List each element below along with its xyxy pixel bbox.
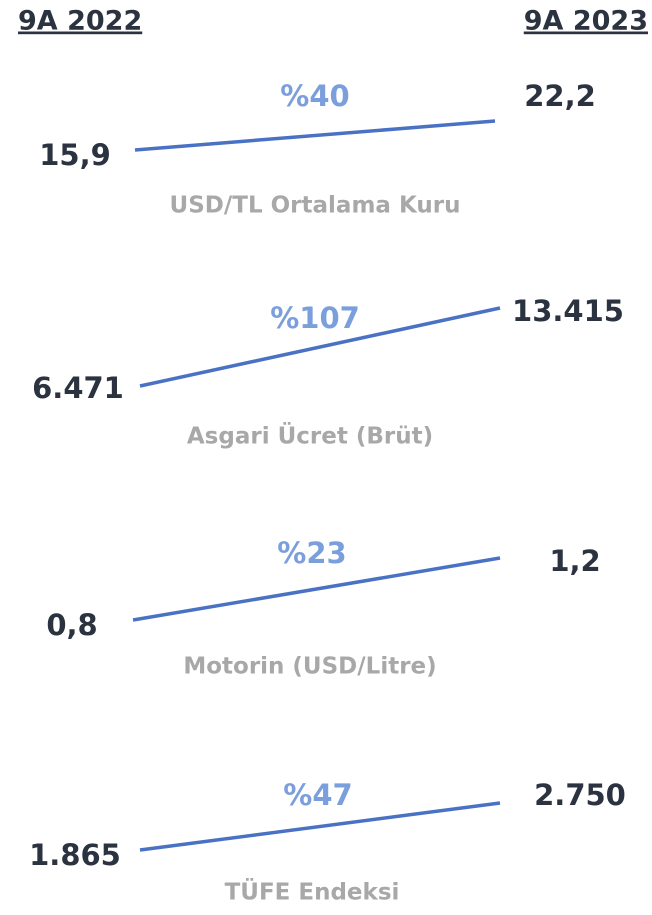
slope-line — [134, 119, 496, 152]
slope-line — [132, 556, 501, 622]
header-right: 9A 2023 — [524, 6, 648, 37]
change: %23 — [277, 536, 346, 570]
change: %47 — [283, 778, 352, 812]
slope-line — [139, 801, 501, 852]
end-value: 13.415 — [512, 294, 624, 328]
start-value: 0,8 — [46, 608, 97, 642]
item-label: USD/TL Ortalama Kuru — [170, 193, 461, 219]
start-value: 6.471 — [32, 371, 124, 405]
end-value: 1,2 — [549, 544, 600, 578]
start-value: 1.865 — [29, 838, 121, 872]
slope-line — [139, 306, 501, 388]
end-value: 22,2 — [524, 79, 596, 113]
header-left: 9A 2022 — [18, 6, 142, 37]
end-value: 2.750 — [534, 778, 626, 812]
change: %107 — [270, 301, 360, 335]
start-value: 15,9 — [39, 138, 111, 172]
item-label: Asgari Ücret (Brüt) — [187, 422, 433, 450]
item-label: TÜFE Endeksi — [225, 878, 400, 906]
item-label: Motorin (USD/Litre) — [183, 654, 436, 680]
change: %40 — [280, 79, 349, 113]
